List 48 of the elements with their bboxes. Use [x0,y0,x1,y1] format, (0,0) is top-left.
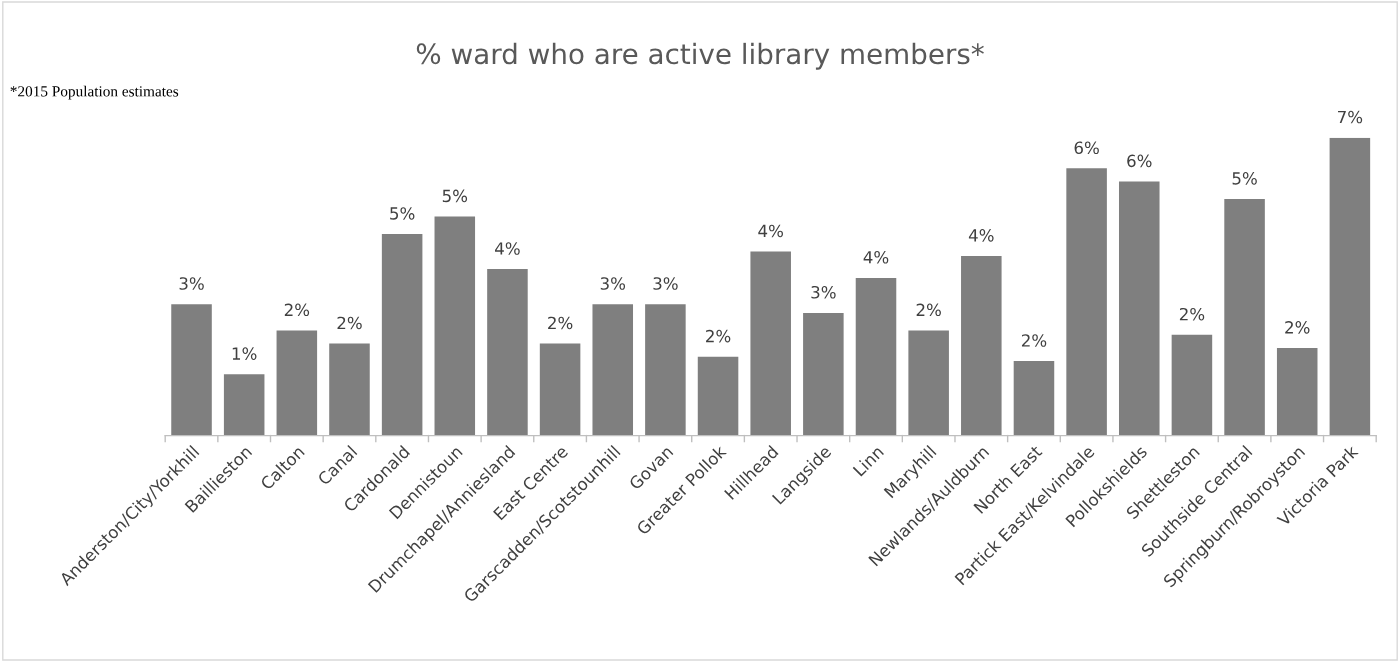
chart-title: % ward who are active library members* [416,42,984,70]
bar [592,304,634,436]
bar [1276,347,1318,436]
bar [171,304,212,436]
data-label: 2% [706,329,731,343]
bar [1013,361,1055,436]
data-label: 4% [968,229,994,242]
data-label: 4% [495,242,520,255]
bar [381,234,423,436]
bar [276,330,318,436]
data-label: 2% [548,316,573,330]
data-label: 6% [1127,154,1152,168]
data-label: 3% [653,277,678,290]
bar [1171,334,1213,436]
data-label: 2% [916,303,941,317]
bar [1224,199,1265,436]
bar [750,251,791,436]
data-label: 3% [600,277,626,290]
data-label: 2% [284,303,310,317]
data-label: 2% [1179,307,1205,321]
bar [1118,181,1160,436]
data-label: 2% [337,316,362,330]
data-label: 2% [1285,321,1310,334]
bar [697,356,739,436]
bar [539,343,581,436]
data-label: 4% [863,250,889,264]
data-label: 3% [179,277,204,290]
bar [434,216,476,436]
data-label: 5% [390,207,415,220]
data-label: 1% [232,347,257,360]
data-label: 7% [1338,110,1363,124]
bar [223,374,265,436]
bar [487,269,528,436]
data-label: 2% [1021,334,1047,347]
bar [329,343,370,436]
bar [855,277,897,436]
data-label: 5% [442,189,468,203]
bar [1066,168,1107,436]
bar [803,312,844,436]
data-label: 5% [1232,172,1257,185]
text: *2015 Population estimates [10,85,179,100]
data-label: 6% [1074,141,1099,155]
bar [645,304,686,436]
bar [1329,137,1371,436]
bar [908,330,949,436]
data-label: 3% [811,285,836,299]
data-label: 4% [758,224,783,238]
bar [961,255,1002,436]
